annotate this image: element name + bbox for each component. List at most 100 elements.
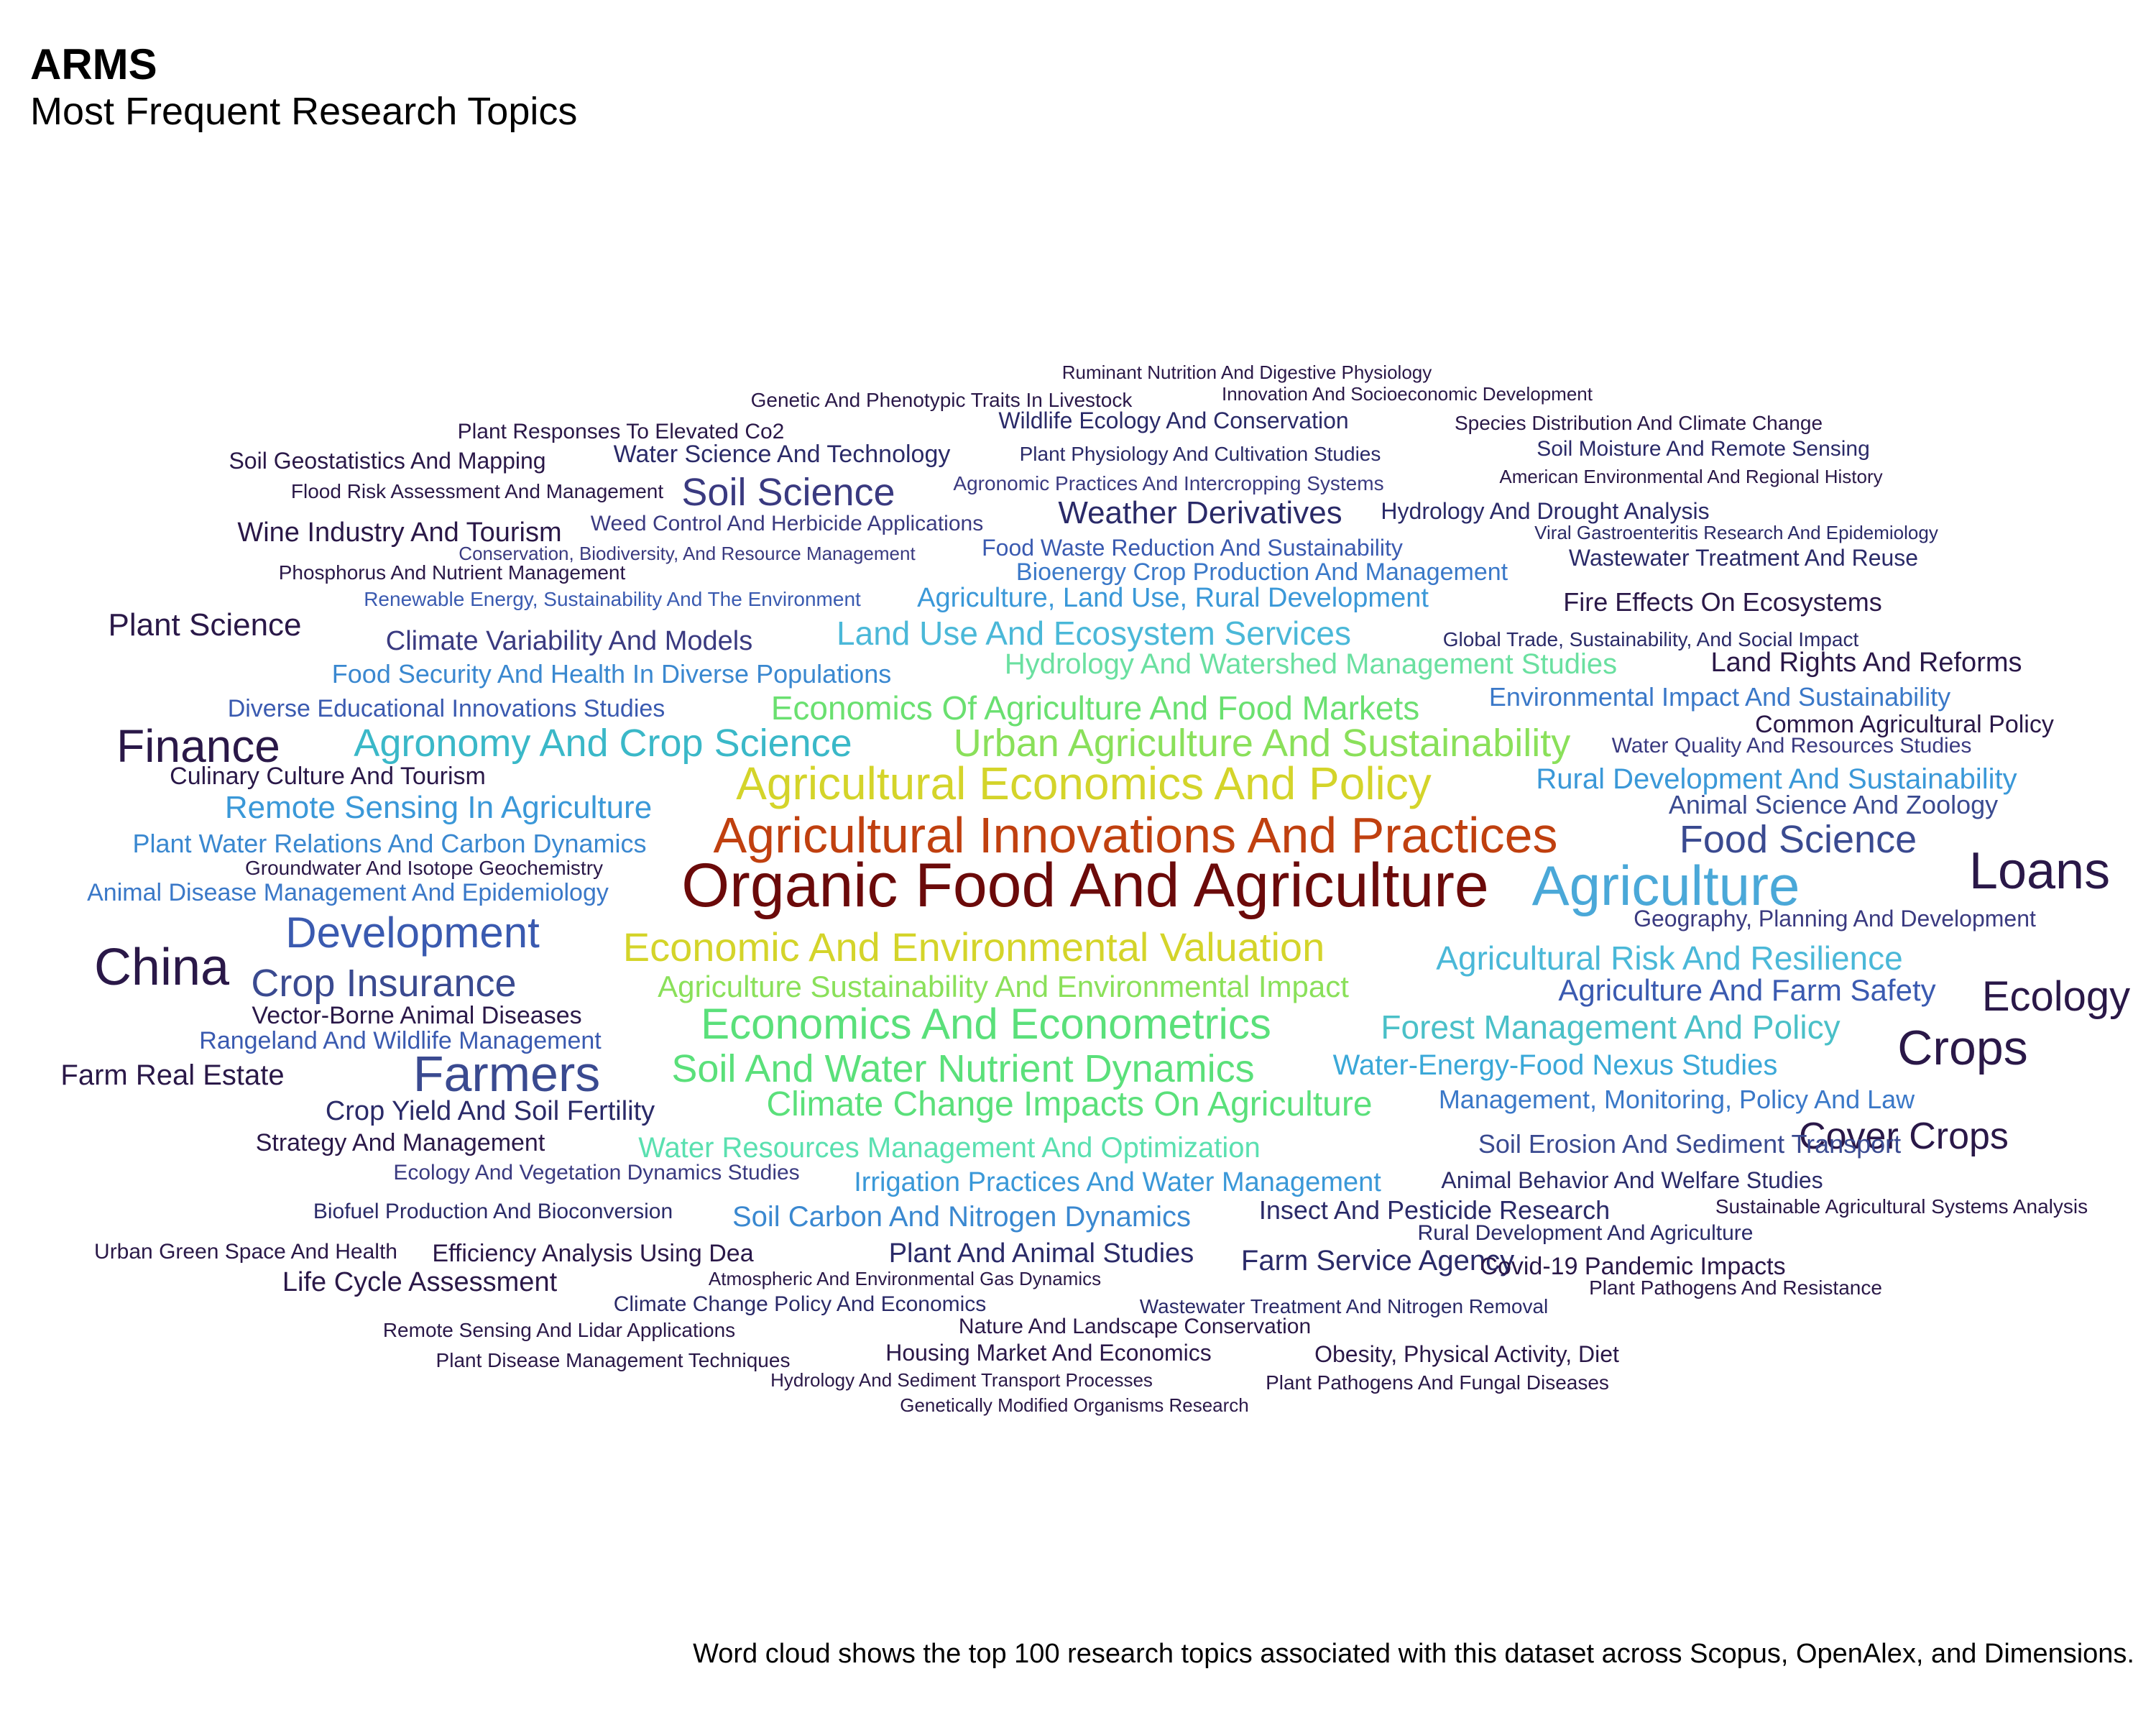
word-crop-yield-and-soil-fertility: Crop Yield And Soil Fertility [325,1096,655,1126]
word-agriculture-land-use-rural-development: Agriculture, Land Use, Rural Development [917,583,1429,613]
word-management-monitoring-policy-and-law: Management, Monitoring, Policy And Law [1438,1085,1915,1114]
word-economic-and-environmental-valuation: Economic And Environmental Valuation [622,924,1325,970]
word-plant-physiology-and-cultivation-studies: Plant Physiology And Cultivation Studies [1019,443,1381,465]
word-insect-and-pesticide-research: Insect And Pesticide Research [1258,1195,1611,1225]
word-water-resources-management-and-optimization: Water Resources Management And Optimizat… [638,1132,1261,1164]
word-phosphorus-and-nutrient-management: Phosphorus And Nutrient Management [278,561,626,584]
word-organic-food-and-agriculture: Organic Food And Agriculture [681,851,1489,920]
word-culinary-culture-and-tourism: Culinary Culture And Tourism [170,763,486,790]
word-obesity-physical-activity-diet: Obesity, Physical Activity, Diet [1314,1341,1619,1367]
word-soil-erosion-and-sediment-transport: Soil Erosion And Sediment Transport [1478,1129,1902,1159]
word-china: China [93,939,230,996]
word-plant-science: Plant Science [108,607,302,643]
word-covid-19-pandemic-impacts: Covid-19 Pandemic Impacts [1480,1253,1786,1280]
word-climate-change-policy-and-economics: Climate Change Policy And Economics [613,1292,987,1316]
word-plant-and-animal-studies: Plant And Animal Studies [888,1238,1194,1269]
word-forest-management-and-policy: Forest Management And Policy [1381,1008,1841,1046]
word-soil-science: Soil Science [681,471,895,514]
word-diverse-educational-innovations-studies: Diverse Educational Innovations Studies [227,695,665,722]
word-housing-market-and-economics: Housing Market And Economics [885,1340,1212,1366]
word-ruminant-nutrition-and-digestive-physiology: Ruminant Nutrition And Digestive Physiol… [1061,362,1432,383]
word-ecology: Ecology [1981,973,2131,1020]
word-rural-development-and-sustainability: Rural Development And Sustainability [1536,763,2017,795]
word-urban-green-space-and-health: Urban Green Space And Health [94,1240,397,1264]
word-agriculture-and-farm-safety: Agriculture And Farm Safety [1558,973,1936,1007]
word-loans: Loans [1968,842,2111,900]
word-wildlife-ecology-and-conservation: Wildlife Ecology And Conservation [998,408,1349,433]
word-land-use-and-ecosystem-services: Land Use And Ecosystem Services [837,615,1351,652]
word-agricultural-economics-and-policy: Agricultural Economics And Policy [736,758,1432,809]
word-genetic-and-phenotypic-traits-in-livestock: Genetic And Phenotypic Traits In Livesto… [750,389,1133,411]
word-soil-geostatistics-and-mapping: Soil Geostatistics And Mapping [229,448,546,474]
word-soil-carbon-and-nitrogen-dynamics: Soil Carbon And Nitrogen Dynamics [732,1201,1192,1233]
word-hydrology-and-watershed-management-studies: Hydrology And Watershed Management Studi… [1004,648,1618,680]
chart-caption: Word cloud shows the top 100 research to… [693,1639,2134,1669]
word-sustainable-agricultural-systems-analysis: Sustainable Agricultural Systems Analysi… [1715,1195,2088,1218]
chart-title: ARMS [30,40,157,88]
word-food-waste-reduction-and-sustainability: Food Waste Reduction And Sustainability [982,535,1403,561]
word-animal-science-and-zoology: Animal Science And Zoology [1668,790,1999,819]
word-environmental-impact-and-sustainability: Environmental Impact And Sustainability [1488,682,1951,712]
word-efficiency-analysis-using-dea: Efficiency Analysis Using Dea [432,1240,754,1267]
word-soil-moisture-and-remote-sensing: Soil Moisture And Remote Sensing [1537,437,1870,461]
word-land-rights-and-reforms: Land Rights And Reforms [1710,648,2022,678]
word-economics-and-econometrics: Economics And Econometrics [701,1000,1271,1048]
word-american-environmental-and-regional-history: American Environmental And Regional Hist… [1499,466,1883,487]
word-vector-borne-animal-diseases: Vector-Borne Animal Diseases [252,1002,582,1029]
word-agriculture: Agriculture [1531,854,1800,917]
word-crops: Crops [1897,1021,2028,1075]
word-species-distribution-and-climate-change: Species Distribution And Climate Change [1454,412,1823,434]
word-life-cycle-assessment: Life Cycle Assessment [282,1267,558,1297]
word-atmospheric-and-environmental-gas-dynamics: Atmospheric And Environmental Gas Dynami… [708,1268,1102,1289]
word-agronomic-practices-and-intercropping-systems: Agronomic Practices And Intercropping Sy… [953,472,1384,494]
word-geography-planning-and-development: Geography, Planning And Development [1634,906,2036,932]
word-genetically-modified-organisms-research: Genetically Modified Organisms Research [900,1394,1249,1416]
word-remote-sensing-in-agriculture: Remote Sensing In Agriculture [224,790,653,825]
word-farm-real-estate: Farm Real Estate [60,1059,285,1091]
word-agriculture-sustainability-and-environmental-impact: Agriculture Sustainability And Environme… [658,970,1349,1003]
word-remote-sensing-and-lidar-applications: Remote Sensing And Lidar Applications [382,1319,736,1341]
word-plant-disease-management-techniques: Plant Disease Management Techniques [436,1349,791,1371]
word-strategy-and-management: Strategy And Management [255,1129,545,1156]
word-conservation-biodiversity-and-resource-management: Conservation, Biodiversity, And Resource… [459,543,916,564]
word-food-security-and-health-in-diverse-populations: Food Security And Health In Diverse Popu… [331,659,892,689]
word-fire-effects-on-ecosystems: Fire Effects On Ecosystems [1563,587,1882,617]
word-food-science: Food Science [1679,818,1917,861]
word-rangeland-and-wildlife-management: Rangeland And Wildlife Management [199,1027,602,1054]
word-crop-insurance: Crop Insurance [251,962,517,1005]
word-plant-water-relations-and-carbon-dynamics: Plant Water Relations And Carbon Dynamic… [132,829,647,858]
word-development: Development [285,908,540,957]
word-common-agricultural-policy: Common Agricultural Policy [1755,711,2054,738]
word-farmers: Farmers [413,1046,601,1102]
word-ecology-and-vegetation-dynamics-studies: Ecology And Vegetation Dynamics Studies [393,1161,800,1184]
word-flood-risk-assessment-and-management: Flood Risk Assessment And Management [290,480,664,502]
word-agricultural-innovations-and-practices: Agricultural Innovations And Practices [713,807,1558,863]
word-viral-gastroenteritis-research-and-epidemiology: Viral Gastroenteritis Research And Epide… [1534,522,1938,543]
word-irrigation-practices-and-water-management: Irrigation Practices And Water Managemen… [854,1167,1381,1197]
word-groundwater-and-isotope-geochemistry: Groundwater And Isotope Geochemistry [244,857,604,879]
word-urban-agriculture-and-sustainability: Urban Agriculture And Sustainability [953,722,1571,765]
word-innovation-and-socioeconomic-development: Innovation And Socioeconomic Development [1222,383,1593,405]
word-soil-and-water-nutrient-dynamics: Soil And Water Nutrient Dynamics [671,1047,1255,1090]
word-weed-control-and-herbicide-applications: Weed Control And Herbicide Applications [590,512,984,535]
chart-subtitle: Most Frequent Research Topics [30,90,578,133]
word-wine-industry-and-tourism: Wine Industry And Tourism [237,518,562,548]
word-rural-development-and-agriculture: Rural Development And Agriculture [1417,1221,1754,1245]
word-water-science-and-technology: Water Science And Technology [613,441,951,468]
word-plant-responses-to-elevated-co2: Plant Responses To Elevated Co2 [457,420,785,443]
word-agricultural-risk-and-resilience: Agricultural Risk And Resilience [1436,939,1903,977]
word-agronomy-and-crop-science: Agronomy And Crop Science [354,722,852,765]
word-biofuel-production-and-bioconversion: Biofuel Production And Bioconversion [313,1200,673,1223]
word-global-trade-sustainability-and-social-impact: Global Trade, Sustainability, And Social… [1442,628,1859,650]
word-bioenergy-crop-production-and-management: Bioenergy Crop Production And Management [1015,558,1508,586]
word-water-energy-food-nexus-studies: Water-Energy-Food Nexus Studies [1332,1049,1778,1081]
word-wastewater-treatment-and-reuse: Wastewater Treatment And Reuse [1568,545,1919,571]
word-finance: Finance [116,720,280,772]
word-climate-change-impacts-on-agriculture: Climate Change Impacts On Agriculture [766,1085,1373,1123]
word-animal-disease-management-and-epidemiology: Animal Disease Management And Epidemiolo… [87,879,609,906]
word-weather-derivatives: Weather Derivatives [1058,495,1342,530]
word-water-quality-and-resources-studies: Water Quality And Resources Studies [1611,734,1972,758]
word-plant-pathogens-and-resistance: Plant Pathogens And Resistance [1589,1276,1882,1299]
word-economics-of-agriculture-and-food-markets: Economics Of Agriculture And Food Market… [770,689,1420,727]
word-nature-and-landscape-conservation: Nature And Landscape Conservation [958,1315,1312,1338]
